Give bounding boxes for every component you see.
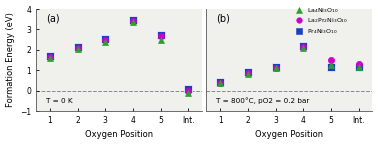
Text: T = 800°C, pO2 = 0.2 bar: T = 800°C, pO2 = 0.2 bar [216,97,310,104]
Text: (a): (a) [46,13,60,23]
Y-axis label: Formation Energy (eV): Formation Energy (eV) [6,13,15,107]
X-axis label: Oxygen Position: Oxygen Position [255,130,324,139]
Text: T = 0 K: T = 0 K [46,98,73,104]
Legend: La$_4$Ni$_3$O$_{10}$, La$_2$Pr$_2$Ni$_3$O$_{10}$, Pr$_4$Ni$_3$O$_{10}$: La$_4$Ni$_3$O$_{10}$, La$_2$Pr$_2$Ni$_3$… [293,6,348,36]
Text: (b): (b) [216,13,230,23]
X-axis label: Oxygen Position: Oxygen Position [85,130,153,139]
